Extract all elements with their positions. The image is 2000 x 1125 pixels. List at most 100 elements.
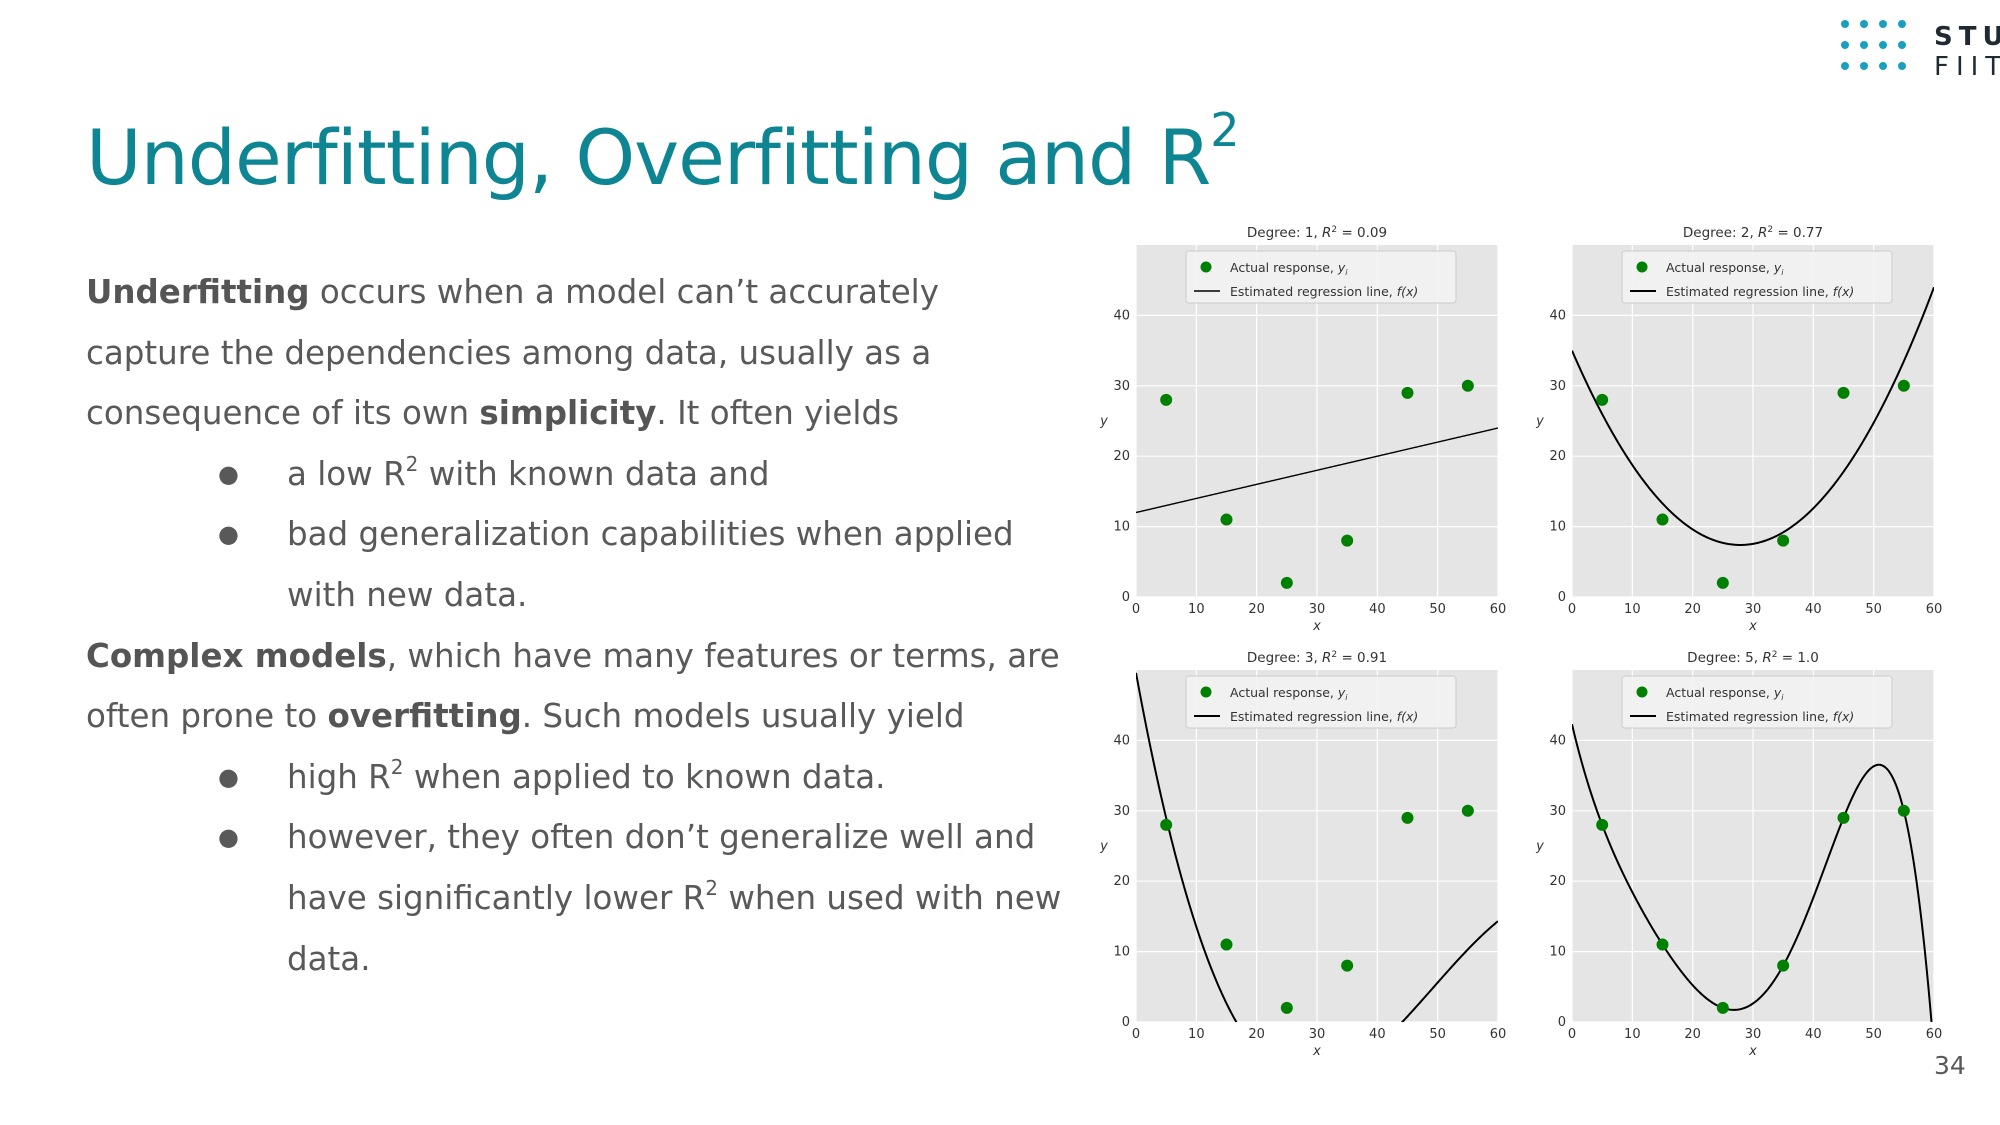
slide-title: Underfitting, Overfitting and R2 (86, 107, 1240, 208)
legend-var: y (1773, 260, 1782, 275)
logo-dot (1898, 41, 1906, 49)
slide-body: Underfitting occurs when a model can’t a… (86, 262, 1086, 989)
data-point (1897, 379, 1910, 392)
text-span: . Such models usually yield (521, 697, 965, 736)
legend-text: Actual response, (1666, 260, 1774, 275)
paragraph-underfitting-line-3: consequence of its own simplicity. It of… (86, 383, 1086, 444)
y-tick-label: 40 (1549, 733, 1566, 748)
x-tick-label: 60 (1926, 602, 1943, 617)
y-tick-label: 40 (1113, 308, 1130, 323)
x-tick-label: 40 (1805, 1027, 1822, 1042)
x-tick-label: 10 (1188, 1027, 1205, 1042)
text-span: when used with new (717, 878, 1062, 917)
x-tick-label: 50 (1429, 602, 1446, 617)
chart-degree-1: Degree: 1, R2 = 0.09 0 10 20 30 40 50 60 0 10 20 30… (1080, 215, 1520, 640)
legend-text: Estimated regression line, (1666, 284, 1833, 299)
legend-text: Estimated regression line, (1230, 709, 1397, 724)
regression-line (1136, 672, 1498, 1022)
bullet-item: ● bad generalization capabilities when ap… (86, 504, 1086, 565)
paragraph-underfitting-line-1: Underfitting occurs when a model can’t a… (86, 262, 1086, 323)
chart-title-r-sup: 2 (1331, 650, 1337, 660)
term-complex-models: Complex models (86, 636, 387, 675)
chart-title-r: R (1758, 225, 1767, 241)
regression-line (1572, 724, 1933, 1022)
y-tick-label: 20 (1113, 449, 1130, 464)
y-tick-label: 30 (1549, 804, 1566, 819)
chart-title-r-sup: 2 (1772, 650, 1778, 660)
legend-subscript: i (1345, 268, 1348, 277)
slide-title-superscript: 2 (1210, 103, 1239, 157)
data-point (1160, 393, 1173, 406)
chart-svg: Degree: 1, R2 = 0.09 0 10 20 30 40 50 60 0 10 20 30… (1099, 225, 1507, 634)
legend-box (1621, 675, 1893, 729)
y-tick-label: 10 (1113, 945, 1130, 960)
legend-label-line: Estimated regression line, f(x) (1666, 284, 1854, 299)
chart-title: Degree: 3, R2 = 0.91 (1247, 650, 1387, 666)
logo-dot (1860, 62, 1868, 70)
legend-subscript: i (1781, 268, 1784, 277)
x-tick-label: 30 (1745, 1027, 1762, 1042)
bullet-continuation: data. (86, 929, 1086, 990)
data-point (1596, 393, 1609, 406)
superscript: 2 (390, 754, 404, 779)
bullet-icon: ● (218, 520, 239, 549)
legend-text: Actual response, (1666, 685, 1774, 700)
data-point (1401, 386, 1414, 399)
data-point (1656, 513, 1669, 526)
text-span: , which have many features or terms, are (386, 636, 1060, 675)
stu-fiit-logo: STU FIIT (1840, 18, 2000, 82)
legend-text: Actual response, (1230, 260, 1338, 275)
logo-dots (1841, 20, 1906, 70)
x-tick-label: 30 (1309, 602, 1326, 617)
chart-title-r: R (1322, 650, 1331, 666)
legend-var: y (1773, 685, 1782, 700)
data-point (1461, 804, 1474, 817)
data-point (1837, 386, 1850, 399)
x-axis-label: x (1748, 619, 1757, 634)
regression-line (1136, 427, 1498, 514)
logo-dot (1841, 62, 1849, 70)
x-tick-label: 0 (1132, 602, 1140, 617)
x-tick-label: 0 (1568, 1027, 1576, 1042)
bullet-icon: ● (218, 762, 239, 791)
term-underfitting: Underfitting (86, 273, 310, 311)
chart-title-prefix: Degree: 2, (1683, 225, 1758, 241)
bullet-item: ● a low R2 with known data and (86, 444, 1086, 505)
underfitting-bullets: ● a low R2 with known data and ● bad gener… (86, 444, 1086, 626)
chart-title-r: R (1322, 225, 1331, 241)
data-point (1461, 379, 1474, 392)
x-axis-label: x (1748, 1044, 1757, 1059)
logo-dot (1860, 20, 1868, 28)
x-tick-label: 0 (1132, 1027, 1140, 1042)
x-tick-label: 10 (1624, 1027, 1641, 1042)
y-tick-label: 0 (1558, 1015, 1566, 1030)
chart-title-prefix: Degree: 1, (1247, 225, 1322, 241)
y-tick-label: 20 (1549, 874, 1566, 889)
chart-svg: Degree: 5, R2 = 1.0 0 10 20 30 40 50 60 0 10 20 30 4… (1535, 650, 1943, 1059)
data-point (1341, 959, 1354, 972)
logo-dot (1879, 20, 1887, 28)
x-tick-label: 60 (1926, 1027, 1943, 1042)
x-tick-label: 20 (1684, 1027, 1701, 1042)
text-span: . It often yields (656, 394, 900, 433)
x-tick-label: 10 (1624, 602, 1641, 617)
text-span: when applied to known data. (403, 757, 886, 796)
text-span: high R (287, 757, 391, 796)
chart-degree-5: Degree: 5, R2 = 1.0 0 10 20 30 40 50 60 0 10 20 30 4… (1516, 640, 1956, 1065)
term-overfitting: overfitting (327, 697, 522, 736)
y-tick-label: 10 (1113, 520, 1130, 535)
legend-label-points: Actual response, yi (1666, 260, 1784, 277)
x-tick-label: 60 (1490, 602, 1507, 617)
bullet-item: ● high R2 when applied to known data. (86, 747, 1086, 808)
y-tick-label: 40 (1113, 733, 1130, 748)
text-span: with known data and (418, 454, 770, 493)
logo-dot (1879, 62, 1887, 70)
chart-title: Degree: 2, R2 = 0.77 (1683, 225, 1823, 241)
chart-title-r2: = 0.77 (1773, 225, 1823, 241)
superscript: 2 (705, 875, 718, 900)
data-point (1777, 534, 1790, 547)
x-tick-label: 50 (1865, 1027, 1882, 1042)
x-axis-label: x (1312, 1044, 1321, 1059)
data-point (1220, 513, 1233, 526)
text-span: a low R (287, 454, 406, 493)
